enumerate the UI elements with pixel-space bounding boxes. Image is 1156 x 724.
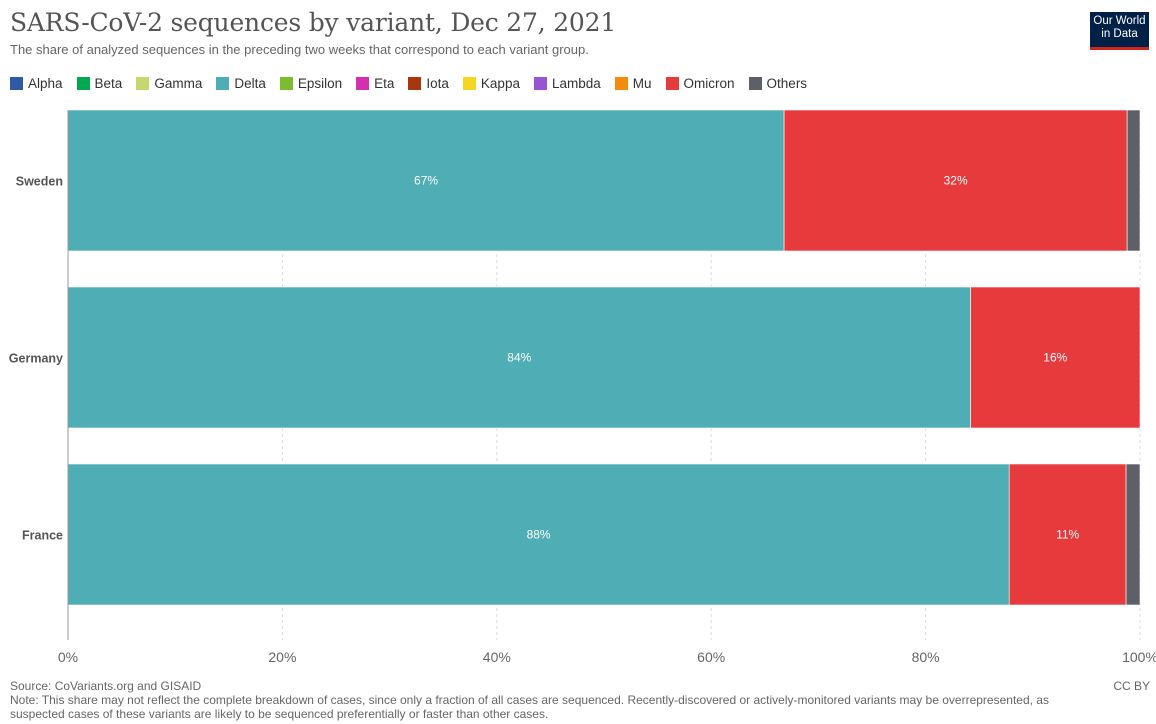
bar-segment: [783, 109, 1128, 252]
bar-segment: [1008, 463, 1127, 606]
data-label: 67%: [414, 174, 438, 188]
legend-swatch: [279, 77, 293, 90]
note-line-2: suspected cases of these variants are li…: [10, 707, 549, 721]
bar-segment: [67, 109, 785, 252]
legend-item-epsilon[interactable]: Epsilon: [279, 76, 343, 91]
legend-label: Eta: [374, 76, 395, 91]
legend-item-mu[interactable]: Mu: [614, 76, 652, 91]
x-tick-label: 80%: [912, 649, 940, 665]
legend-swatch: [216, 77, 230, 90]
category-label: France: [22, 529, 63, 543]
legend-label: Lambda: [551, 76, 601, 91]
source-text[interactable]: Source: CoVariants.org and GISAID: [10, 679, 202, 693]
data-label: 88%: [527, 528, 551, 542]
category-label: Sweden: [16, 175, 63, 189]
category-label: Germany: [9, 352, 63, 366]
legend-item-omicron[interactable]: Omicron: [665, 76, 735, 91]
x-tick-label: 20%: [268, 649, 296, 665]
data-label: 11%: [1056, 528, 1079, 542]
legend-item-eta[interactable]: Eta: [356, 76, 394, 91]
x-tick-label: 60%: [697, 649, 725, 665]
legend-label: Iota: [426, 76, 449, 91]
bar-segment: [970, 286, 1141, 429]
legend-swatch: [408, 77, 422, 90]
legend-label: Epsilon: [297, 76, 343, 91]
x-tick-label: 40%: [483, 649, 511, 665]
legend-label: Beta: [94, 76, 123, 91]
bar-segment: [1126, 109, 1141, 252]
legend-item-iota[interactable]: Iota: [408, 76, 449, 91]
legend-swatch: [614, 77, 628, 90]
legend-item-gamma[interactable]: Gamma: [136, 76, 202, 91]
bar-segment: [1125, 463, 1141, 606]
legend-item-others[interactable]: Others: [748, 76, 808, 91]
data-label: 16%: [1043, 351, 1067, 365]
legend-label: Kappa: [480, 76, 520, 91]
note-line-1: Note: This share may not reflect the com…: [10, 693, 1049, 707]
legend-label: Alpha: [28, 76, 63, 91]
x-tick-label: 0%: [58, 649, 78, 665]
legend-swatch: [748, 77, 762, 90]
data-label: 84%: [507, 351, 531, 365]
legend-swatch: [665, 77, 679, 90]
license-text[interactable]: CC BY: [1113, 679, 1150, 693]
legend-item-kappa[interactable]: Kappa: [462, 76, 520, 91]
legend-swatch: [136, 77, 150, 90]
legend-swatch: [76, 77, 90, 90]
chart-title: SARS-CoV-2 sequences by variant, Dec 27,…: [10, 8, 617, 37]
chart-subtitle: The share of analyzed sequences in the p…: [10, 42, 589, 57]
legend-swatch: [462, 77, 476, 90]
legend-label: Others: [766, 76, 808, 91]
legend-item-alpha[interactable]: Alpha: [10, 76, 63, 91]
legend: Alpha Beta Gamma Delta Epsilon Eta Iota …: [10, 76, 821, 91]
bar-segment: [67, 286, 971, 429]
logo-line-2: in Data: [1101, 28, 1138, 40]
legend-item-beta[interactable]: Beta: [76, 76, 123, 91]
legend-swatch: [10, 77, 23, 90]
bar-segment: [67, 463, 1010, 606]
legend-label: Omicron: [683, 76, 735, 91]
x-tick-label: 100%: [1122, 649, 1156, 665]
legend-item-delta[interactable]: Delta: [216, 76, 266, 91]
legend-label: Mu: [632, 76, 652, 91]
legend-label: Gamma: [154, 76, 203, 91]
legend-label: Delta: [234, 76, 266, 91]
data-label: 32%: [944, 174, 968, 188]
logo-line-1: Our World: [1093, 15, 1146, 27]
legend-item-lambda[interactable]: Lambda: [533, 76, 601, 91]
legend-swatch: [533, 77, 547, 90]
owid-logo[interactable]: Our World in Data: [1090, 12, 1149, 50]
legend-swatch: [356, 77, 370, 90]
